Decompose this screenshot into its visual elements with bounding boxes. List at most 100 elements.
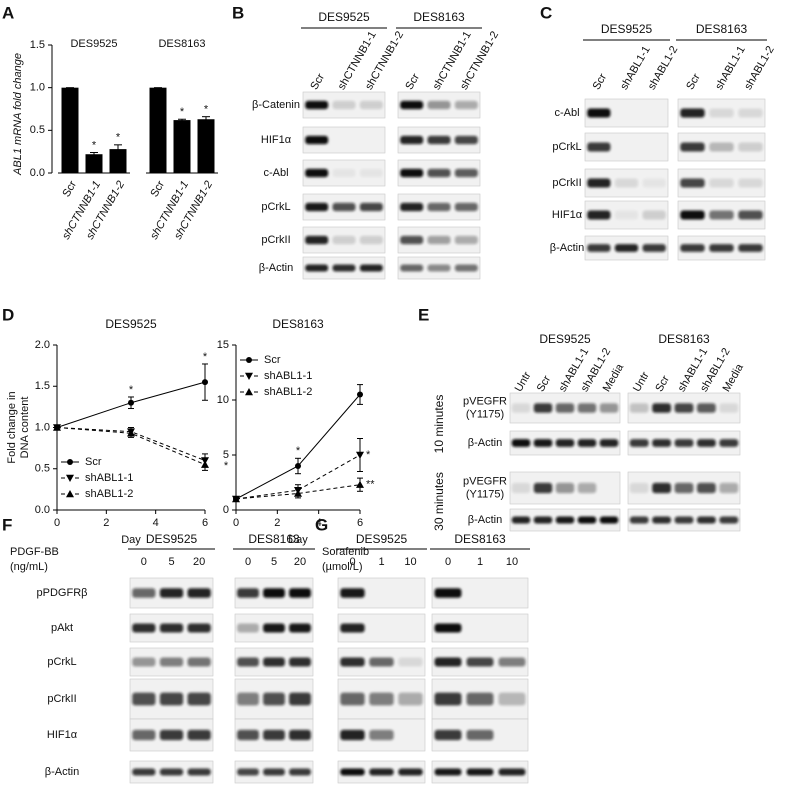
- cell-line-label: DES8163: [696, 22, 748, 36]
- blot-band: [159, 768, 184, 776]
- dose-label: 5: [271, 556, 277, 568]
- row-label: β-Actin: [468, 437, 502, 449]
- blot-band: [427, 264, 451, 272]
- blot-band: [680, 244, 705, 252]
- dose-label: 1: [477, 556, 483, 568]
- blot-band: [434, 729, 462, 741]
- blot-band: [674, 439, 694, 447]
- dose-label: 0: [349, 556, 355, 568]
- legend-marker: [246, 357, 252, 363]
- significance-mark: *: [366, 449, 371, 461]
- dose-label: 0: [445, 556, 451, 568]
- blot-band: [263, 623, 285, 633]
- blot-band: [719, 482, 739, 494]
- blot-band: [454, 202, 478, 212]
- row-label: (Y1175): [466, 488, 504, 500]
- lane-label: Scr: [653, 373, 672, 394]
- blot-band: [738, 178, 763, 188]
- blot-band: [289, 588, 311, 598]
- blot-band: [263, 692, 285, 706]
- blot-band: [359, 235, 383, 245]
- blot-band: [533, 516, 553, 524]
- significance-mark: *: [180, 106, 185, 118]
- blot-band: [332, 202, 356, 212]
- blot-band: [369, 657, 394, 667]
- blot-band: [587, 178, 611, 188]
- row-label: β-Actin: [45, 766, 79, 778]
- blot-band: [555, 516, 575, 524]
- blot-band: [511, 482, 531, 494]
- cell-line-label: DES9525: [146, 532, 198, 546]
- blot-band: [680, 210, 705, 220]
- dose-label: 10: [404, 556, 416, 568]
- y-tick-label: 0.0: [30, 167, 45, 179]
- row-label: pCrkII: [261, 234, 290, 246]
- bar: [85, 154, 103, 173]
- blot-band: [511, 516, 531, 524]
- row-label: pCrkL: [47, 656, 76, 668]
- blot-band: [305, 168, 329, 178]
- blot-band: [305, 264, 329, 272]
- blot-band: [340, 588, 365, 598]
- panel-label: C: [540, 3, 552, 22]
- blot-band: [577, 516, 597, 524]
- cell-line-label: DES8163: [248, 532, 300, 546]
- blot-band: [263, 588, 285, 598]
- blot-band: [680, 142, 705, 152]
- blot-band: [289, 623, 311, 633]
- blot-band: [587, 142, 611, 152]
- blot-band: [577, 482, 597, 494]
- blot-band: [434, 657, 462, 667]
- lane-label: shABL1-2: [742, 44, 777, 92]
- significance-mark: *: [92, 139, 97, 151]
- x-tick-label: 0: [233, 517, 239, 529]
- cell-line-label: DES9525: [356, 532, 408, 546]
- blot-band: [629, 439, 649, 447]
- dose-label: 20: [294, 556, 306, 568]
- blot-band: [738, 210, 763, 220]
- x-tick-label: 4: [153, 517, 159, 529]
- blot-band: [533, 439, 553, 447]
- blot-band: [629, 516, 649, 524]
- row-label: pCrkII: [552, 177, 581, 189]
- series-line: [56, 427, 206, 461]
- blot-band: [305, 135, 329, 145]
- blot-band: [427, 168, 451, 178]
- row-label: β-Catenin: [252, 99, 300, 111]
- significance-mark: *: [129, 384, 134, 396]
- row-label: HIF1α: [261, 134, 292, 146]
- significance-mark: **: [366, 479, 375, 491]
- blot-band: [340, 729, 365, 741]
- panel-label: D: [2, 305, 14, 324]
- blot-band: [652, 439, 672, 447]
- y-axis-label: Fold change in: [6, 391, 18, 463]
- blot-band: [696, 516, 716, 524]
- blot-band: [466, 657, 494, 667]
- cell-line-label: DES9525: [539, 332, 591, 346]
- blot-band: [599, 516, 619, 524]
- x-tick-label: 2: [274, 517, 280, 529]
- row-label: pCrkL: [261, 201, 290, 213]
- blot-band: [674, 403, 694, 413]
- y-tick-label: 10: [217, 394, 229, 406]
- lane-label: Scr: [684, 71, 703, 92]
- blot-band: [599, 439, 619, 447]
- blot-band: [533, 403, 553, 413]
- blot-band: [511, 439, 531, 447]
- blot-band: [159, 588, 184, 598]
- blot-band: [498, 692, 526, 706]
- blot-band: [400, 100, 424, 110]
- blot-band: [719, 516, 739, 524]
- blot-band: [369, 768, 394, 776]
- blot-band: [498, 657, 526, 667]
- blot-band: [434, 768, 462, 776]
- blot-band: [398, 768, 423, 776]
- row-label: β-Actin: [259, 262, 293, 274]
- blot-band: [400, 168, 424, 178]
- blot-band: [652, 403, 672, 413]
- bar: [149, 87, 167, 173]
- blot-band: [614, 210, 639, 220]
- blot-band: [696, 482, 716, 494]
- y-axis-label: DNA content: [19, 397, 31, 459]
- blot-band: [359, 264, 383, 272]
